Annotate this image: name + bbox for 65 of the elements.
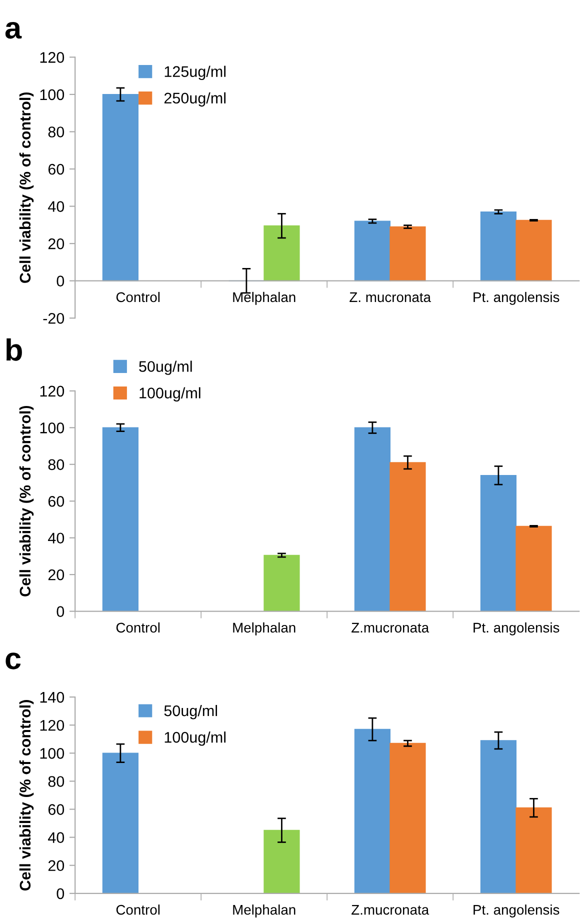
bar: [102, 94, 138, 282]
y-tick-label: 40: [48, 832, 64, 843]
bar: [390, 226, 426, 282]
bar: [264, 830, 300, 894]
bar: [516, 807, 552, 894]
legend-label: 125ug/ml: [164, 66, 226, 80]
y-tick-label: -20: [43, 312, 64, 324]
y-tick-label: 0: [56, 888, 64, 900]
x-tick-label: Control: [116, 292, 160, 302]
x-tick-label: Z.mucronata: [352, 905, 430, 915]
x-tick-label: Control: [116, 904, 160, 915]
y-tick-label: 0: [56, 606, 64, 617]
x-tick-label: Melphalan: [233, 904, 296, 918]
bar: [480, 211, 517, 282]
y-tick-label: 80: [48, 776, 64, 787]
y-tick-label: 40: [48, 201, 64, 212]
bar: [354, 427, 391, 612]
y-tick-label: 60: [48, 164, 64, 175]
y-tick-label: 20: [48, 860, 64, 872]
y-tick-label: 60: [48, 496, 64, 507]
bar: [264, 554, 300, 612]
bar: [354, 728, 391, 894]
y-tick-label: 20: [48, 569, 64, 580]
bar: [390, 742, 426, 894]
bar: [102, 427, 138, 612]
y-tick-label: 100: [40, 89, 64, 100]
chart-title: c: [6, 652, 21, 670]
x-tick-label: Pt. angolensis: [474, 622, 560, 636]
x-tick-label: Pt. angolensis: [474, 904, 560, 918]
legend-label: 50ug/ml: [164, 704, 218, 720]
y-tick-label: 100: [40, 422, 64, 434]
chart-title: a: [5, 22, 22, 39]
chart-title: b: [6, 338, 22, 361]
x-tick-label: Melphalan: [233, 622, 296, 636]
y-tick-label: 0: [56, 276, 64, 286]
legend-label: 100ug/ml: [140, 387, 200, 402]
bar: [354, 220, 391, 282]
y-tick-label: 80: [48, 459, 64, 470]
y-tick-label: 120: [40, 386, 64, 397]
x-tick-label: Z. mucronata: [350, 292, 431, 302]
legend-label: 250ug/ml: [164, 92, 226, 107]
x-tick-label: Z.mucronata: [352, 622, 430, 633]
bar: [516, 220, 552, 282]
legend-label: 100ug/ml: [164, 732, 226, 746]
y-tick-label: 120: [40, 52, 64, 63]
y-tick-label: 120: [40, 720, 64, 731]
y-axis-title: Cell viability (% of control): [19, 92, 34, 283]
bar: [102, 752, 138, 894]
y-tick-label: 140: [40, 692, 64, 703]
x-tick-label: Pt. angolensis: [474, 292, 560, 305]
y-tick-label: 60: [48, 804, 64, 815]
bar: [516, 526, 552, 612]
y-axis-title: Cell viability (% of control): [19, 700, 34, 891]
y-tick-label: 80: [48, 126, 64, 138]
y-tick-label: 100: [40, 748, 64, 759]
bar: [264, 225, 300, 282]
y-tick-label: 40: [48, 532, 64, 544]
bar: [480, 474, 517, 612]
bar: [390, 462, 426, 612]
y-tick-label: 20: [48, 238, 64, 250]
x-tick-label: Control: [116, 622, 160, 633]
x-tick-label: Melphalan: [233, 292, 296, 305]
y-axis-title: Cell viability (% of control): [19, 406, 34, 596]
legend-label: 50ug/ml: [139, 360, 192, 375]
bar: [480, 740, 517, 894]
